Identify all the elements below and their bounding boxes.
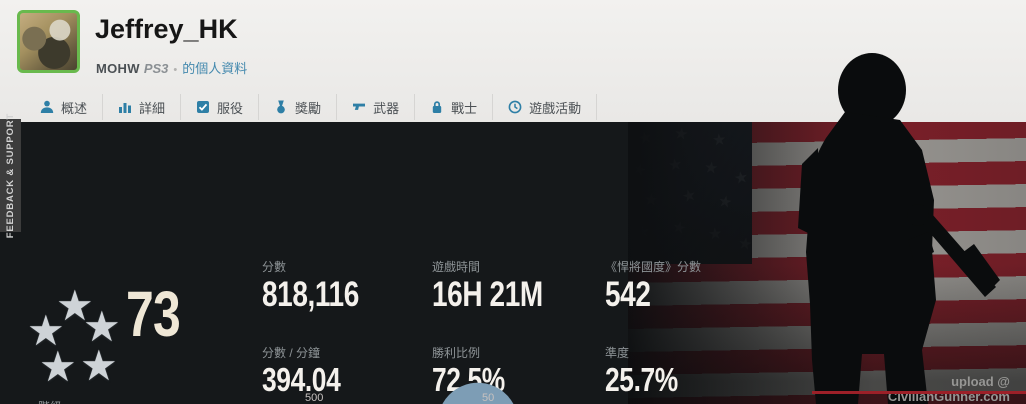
bar-chart-icon <box>118 100 132 114</box>
checkbox-icon <box>196 100 210 114</box>
tab-awards-label: 獎勵 <box>295 100 322 116</box>
tab-weapons[interactable]: 武器 <box>337 94 416 120</box>
score-label: 分數 <box>262 260 287 274</box>
score-value: 818,116 <box>262 275 359 314</box>
platform-label: PS3 <box>143 61 169 76</box>
tab-overview-label: 概述 <box>61 100 88 116</box>
lock-icon <box>430 100 444 114</box>
soldier-silhouette <box>798 53 1000 404</box>
tab-detailed-label: 詳細 <box>139 100 166 116</box>
feedback-support-label: FEEDBACK & SUPPORT <box>5 112 16 239</box>
gun-icon <box>352 100 366 114</box>
avatar[interactable] <box>17 10 80 73</box>
person-icon <box>40 100 54 114</box>
separator-dot: • <box>173 64 178 76</box>
rank-star-icon: ★ <box>56 282 94 329</box>
accuracy-label: 準度 <box>605 346 630 360</box>
tab-awards[interactable]: 獎勵 <box>259 94 338 120</box>
medal-icon <box>274 100 288 114</box>
warfighter-score-label: 《悍將國度》分數 <box>605 260 702 274</box>
tab-soldier[interactable]: 戰士 <box>415 94 494 120</box>
game-label: MOHW <box>96 61 140 76</box>
warfighter-score-value: 542 <box>605 275 651 314</box>
tab-detailed[interactable]: 詳細 <box>103 94 182 120</box>
rank-star-icon: ★ <box>80 342 118 389</box>
tab-overview[interactable]: 概述 <box>24 94 104 120</box>
tab-service[interactable]: 服役 <box>181 94 260 120</box>
win-gauge-mid-tick: 50 <box>482 392 495 404</box>
win-ratio-label: 勝利比例 <box>432 346 481 360</box>
profile-subline: MOHW PS3 • 的個人資料 <box>96 58 247 77</box>
username: Jeffrey_HK <box>95 14 238 44</box>
rank-star-icon: ★ <box>27 307 65 354</box>
profile-nav: 概述 詳細 服役 獎勵 武器 <box>24 92 598 122</box>
spm-gauge-mid-tick: 500 <box>305 392 324 404</box>
watermark-red-line <box>812 391 1026 394</box>
feedback-support-tab[interactable]: FEEDBACK & SUPPORT <box>0 113 21 238</box>
tab-service-label: 服役 <box>217 100 244 116</box>
tab-game-activity-label: 遊戲活動 <box>529 100 582 116</box>
score-per-min-value: 394.04 <box>262 361 341 398</box>
rank-level: 73 <box>126 278 181 350</box>
tab-soldier-label: 戰士 <box>451 100 478 116</box>
time-played-label: 遊戲時間 <box>432 260 481 274</box>
accuracy-value: 25.7% <box>605 361 678 398</box>
clock-icon <box>508 100 522 114</box>
rank-star-icon: ★ <box>83 303 121 350</box>
rank-label: 階級 <box>38 398 62 404</box>
profile-label: 的個人資料 <box>182 61 248 76</box>
score-per-min-label: 分數 / 分鐘 <box>262 346 321 360</box>
time-played-value: 16H 21M <box>432 275 543 314</box>
watermark-text: upload @ CivilianGunner.com <box>887 374 1010 404</box>
tab-game-activity[interactable]: 遊戲活動 <box>493 94 598 120</box>
rank-star-icon: ★ <box>39 343 77 390</box>
tab-weapons-label: 武器 <box>373 100 400 116</box>
